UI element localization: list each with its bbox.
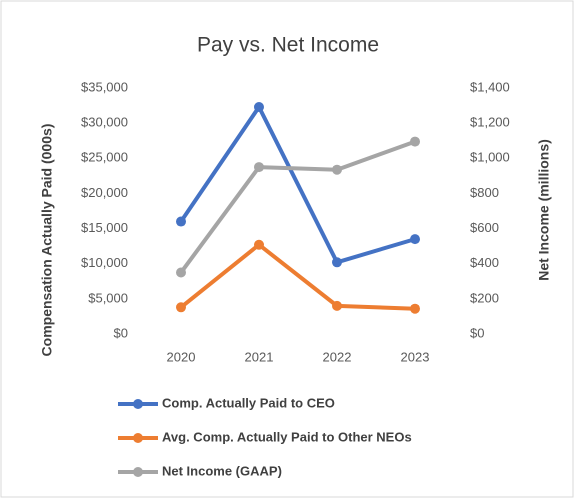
legend-label: Avg. Comp. Actually Paid to Other NEOs bbox=[162, 429, 412, 444]
point bbox=[176, 216, 186, 227]
y2-tick-label: $400 bbox=[470, 255, 499, 270]
y2-tick-label: $0 bbox=[470, 325, 484, 340]
point bbox=[254, 239, 264, 250]
point bbox=[332, 164, 342, 175]
legend-marker bbox=[133, 433, 143, 443]
x-tick-label: 2023 bbox=[401, 349, 430, 364]
point bbox=[332, 257, 342, 268]
point bbox=[410, 234, 420, 245]
chart-title: Pay vs. Net Income bbox=[197, 34, 379, 57]
point bbox=[176, 267, 186, 278]
point bbox=[332, 300, 342, 311]
y-tick-label: $0 bbox=[114, 325, 128, 340]
x-tick-label: 2020 bbox=[167, 349, 196, 364]
legend-marker bbox=[133, 467, 143, 477]
y2-tick-label: $600 bbox=[470, 220, 499, 235]
x-tick-label: 2021 bbox=[245, 349, 274, 364]
y-tick-label: $5,000 bbox=[88, 290, 128, 305]
point bbox=[254, 101, 264, 112]
y2-tick-label: $1,000 bbox=[470, 150, 510, 165]
y2-tick-label: $200 bbox=[470, 290, 499, 305]
legend-marker bbox=[133, 399, 143, 409]
y-tick-label: $25,000 bbox=[81, 150, 128, 165]
y2-axis-title: Net Income (millions) bbox=[536, 139, 552, 281]
y2-tick-label: $800 bbox=[470, 185, 499, 200]
point bbox=[410, 136, 420, 147]
y-tick-label: $35,000 bbox=[81, 79, 128, 94]
x-tick-label: 2022 bbox=[323, 349, 352, 364]
series-line bbox=[179, 104, 416, 265]
y2-tick-label: $1,400 bbox=[470, 79, 510, 94]
series-line bbox=[179, 139, 416, 274]
point bbox=[254, 162, 264, 173]
point bbox=[410, 303, 420, 314]
y-tick-label: $10,000 bbox=[81, 255, 128, 270]
y-axis-title: Compensation Actually Paid (000s) bbox=[39, 124, 55, 357]
series-line bbox=[179, 242, 416, 311]
legend-label: Comp. Actually Paid to CEO bbox=[162, 395, 335, 410]
legend-label: Net Income (GAAP) bbox=[162, 463, 282, 478]
y-tick-label: $20,000 bbox=[81, 185, 128, 200]
y-tick-label: $30,000 bbox=[81, 115, 128, 130]
y2-tick-label: $1,200 bbox=[470, 115, 510, 130]
y-tick-label: $15,000 bbox=[81, 220, 128, 235]
point bbox=[176, 302, 186, 313]
